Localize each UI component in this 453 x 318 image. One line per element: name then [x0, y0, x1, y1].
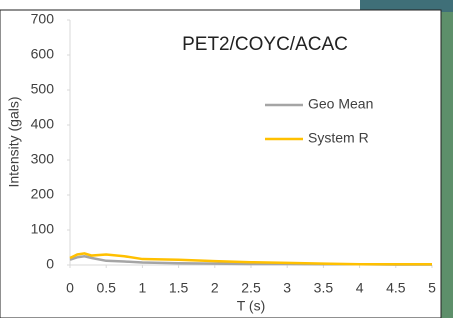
x-tick-label: 4 — [356, 280, 364, 296]
x-tick-label: 1 — [139, 280, 147, 296]
x-tick-label: 3.5 — [314, 280, 334, 296]
x-tick-label: 2 — [211, 280, 219, 296]
x-tick-label: 3 — [283, 280, 291, 296]
y-tick-label: 500 — [31, 81, 55, 97]
y-axis-label: Intensity (gals) — [6, 96, 22, 187]
chart-frame — [0, 10, 441, 318]
x-tick-label: 0 — [66, 280, 74, 296]
chart-title: PET2/COYC/ACAC — [182, 34, 348, 55]
x-tick-label: 4.5 — [386, 280, 406, 296]
legend-label: Geo Mean — [308, 96, 373, 112]
x-axis-label: T (s) — [237, 298, 266, 314]
y-tick-label: 700 — [31, 11, 55, 27]
y-tick-label: 600 — [31, 46, 55, 62]
y-tick-label: 100 — [31, 221, 55, 237]
legend-label: System R — [308, 130, 369, 146]
y-tick-label: 400 — [31, 116, 55, 132]
y-tick-label: 300 — [31, 151, 55, 167]
x-tick-label: 0.5 — [96, 280, 116, 296]
x-tick-label: 5 — [428, 280, 436, 296]
y-tick-label: 0 — [46, 256, 54, 272]
x-tick-label: 2.5 — [241, 280, 261, 296]
x-tick-label: 1.5 — [169, 280, 189, 296]
chart: PET2/COYC/ACAC T (s) Intensity (gals) 0 1… — [0, 0, 453, 318]
background-image-edge — [441, 0, 453, 318]
y-tick-label: 200 — [31, 186, 55, 202]
